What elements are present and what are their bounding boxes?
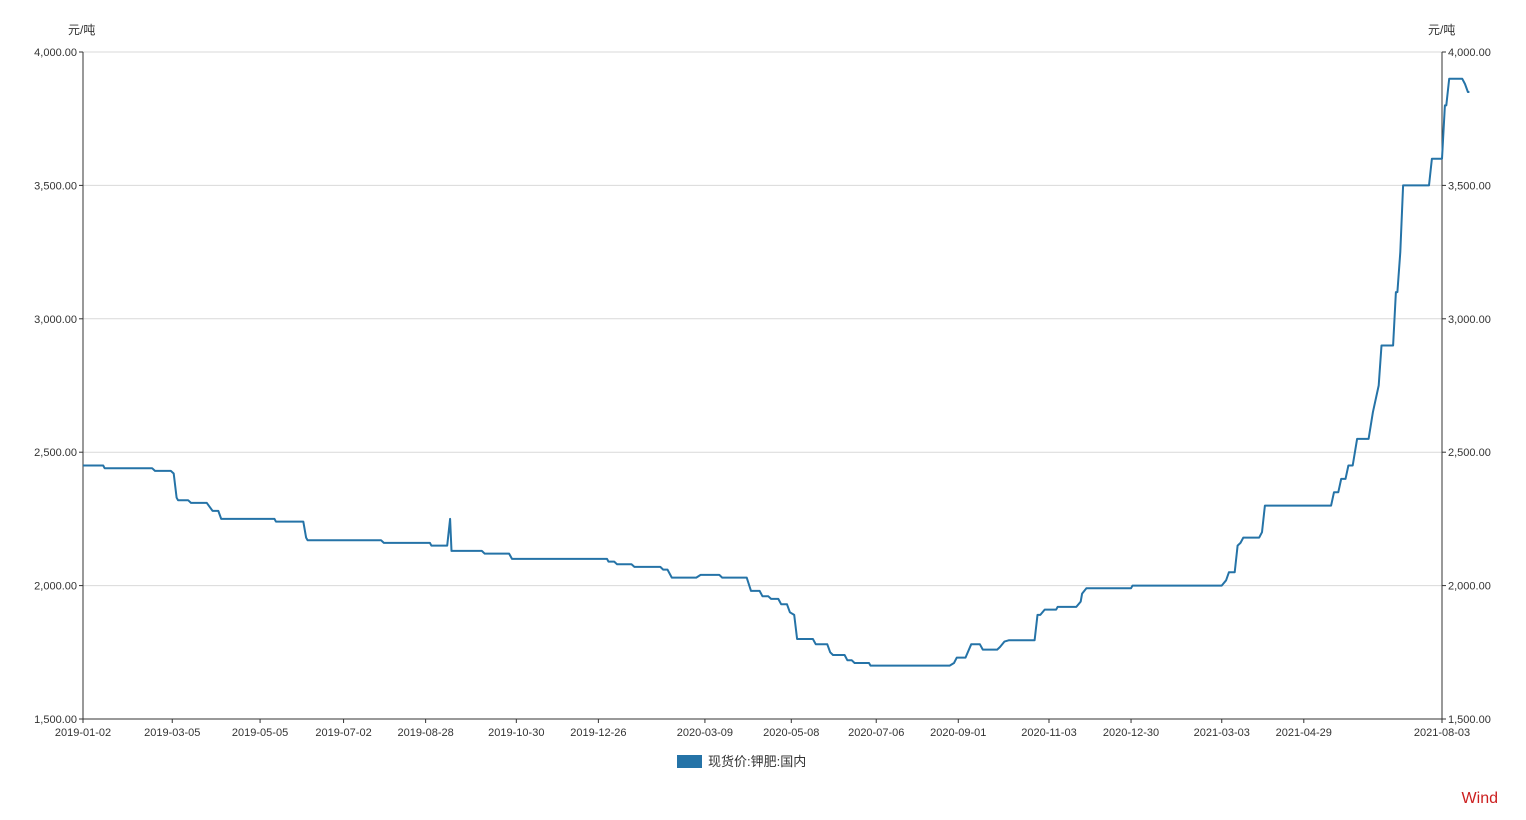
- x-tick-label: 2019-01-02: [55, 727, 111, 739]
- gridlines: [83, 51, 1442, 587]
- series-layer: [83, 77, 1470, 667]
- x-tick-label: 2020-09-01: [930, 727, 986, 739]
- x-tick-label: 2019-05-05: [232, 727, 288, 739]
- legend-label: 现货价:钾肥:国内: [708, 754, 806, 769]
- x-tick-label: 2020-03-09: [677, 727, 733, 739]
- legend: 现货价:钾肥:国内: [677, 754, 806, 769]
- y-tick-label-left: 4,000.00: [34, 47, 77, 59]
- y-tick-label-left: 1,500.00: [34, 714, 77, 726]
- x-tick-label: 2020-11-03: [1021, 727, 1076, 739]
- y-tick-label-right: 2,000.00: [1448, 581, 1491, 593]
- left-y-axis-ticks: 1,500.00 2,000.00 2,500.00 3,000.00 3,500.00…: [34, 47, 83, 726]
- x-tick-label: 2020-05-08: [763, 727, 819, 739]
- x-tick-label: 2019-03-05: [144, 727, 200, 739]
- right-y-axis-ticks: 1,500.00 2,000.00 2,500.00 3,000.00 3,500.00…: [1442, 47, 1491, 726]
- legend-swatch: [677, 755, 702, 768]
- x-tick-label: 2019-10-30: [488, 727, 544, 739]
- y-tick-label-right: 3,500.00: [1448, 180, 1491, 192]
- y-tick-label-left: 2,000.00: [34, 581, 77, 593]
- x-tick-label: 2019-12-26: [570, 727, 626, 739]
- right-axis-unit: 元/吨: [1428, 23, 1455, 37]
- y-tick-label-left: 2,500.00: [34, 447, 77, 459]
- x-axis-ticks: 2019-01-02 2019-03-05 2019-05-05 2019-07-02…: [55, 719, 1470, 739]
- wind-watermark: Wind: [1461, 790, 1498, 807]
- x-tick-label: 2019-07-02: [315, 727, 371, 739]
- x-tick-label: 2020-12-30: [1103, 727, 1159, 739]
- x-tick-label: 2019-08-28: [397, 727, 453, 739]
- x-tick-label: 2020-07-06: [848, 727, 904, 739]
- y-tick-label-right: 3,000.00: [1448, 314, 1491, 326]
- y-tick-label-left: 3,500.00: [34, 180, 77, 192]
- y-tick-label-right: 2,500.00: [1448, 447, 1491, 459]
- y-tick-label-left: 3,000.00: [34, 314, 77, 326]
- x-tick-label: 2021-03-03: [1194, 727, 1250, 739]
- x-tick-label: 2021-04-29: [1276, 727, 1332, 739]
- y-tick-label-right: 4,000.00: [1448, 47, 1491, 59]
- left-axis-unit: 元/吨: [68, 23, 95, 37]
- series-line: [83, 77, 1470, 667]
- y-tick-label-right: 1,500.00: [1448, 714, 1491, 726]
- x-tick-label: 2021-08-03: [1414, 727, 1470, 739]
